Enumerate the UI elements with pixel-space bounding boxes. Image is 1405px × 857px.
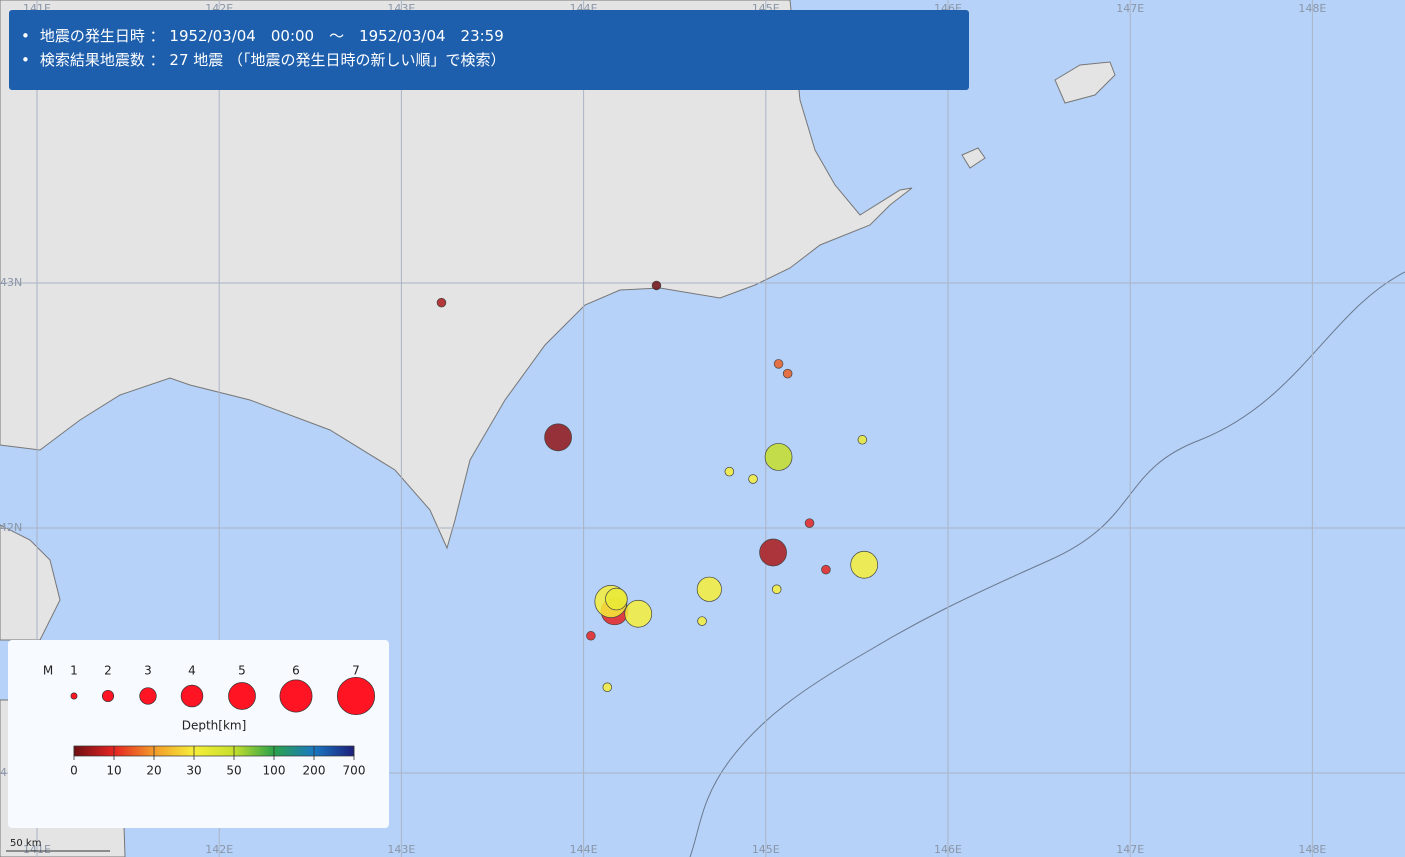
island (1054, 61, 1116, 104)
land (0, 0, 913, 550)
magnitude-label: 2 (104, 664, 112, 678)
magnitude-label: 5 (238, 664, 246, 678)
earthquake (764, 443, 793, 471)
earthquake (436, 297, 447, 308)
depth-label: 100 (263, 764, 286, 778)
earthquake (748, 474, 758, 484)
magnitude-label: 3 (144, 664, 152, 678)
lon-label: 148E (1298, 2, 1326, 15)
earthquake (696, 576, 722, 602)
land (0, 524, 61, 641)
magnitude-title: M (43, 664, 53, 678)
depth-label: 0 (70, 764, 78, 778)
depth-label: 200 (303, 764, 326, 778)
magnitude-label: 4 (188, 664, 196, 678)
trench (689, 271, 1405, 857)
earthquake (697, 616, 707, 626)
magnitude-label: 6 (292, 664, 300, 678)
magnitude-symbol (279, 679, 313, 713)
lon-label: 146E (934, 843, 962, 856)
lon-label: 145E (752, 843, 780, 856)
legend: M 1 2 3 4 5 6 7 Depth[km] 0 10 20 30 50 100 200 700 (8, 640, 389, 828)
legend-background (8, 640, 389, 828)
magnitude-symbol (336, 676, 376, 716)
earthquake (850, 550, 879, 579)
earthquake (821, 564, 831, 575)
magnitude-label: 7 (352, 664, 360, 678)
earthquake (544, 423, 572, 452)
earthquake (651, 280, 662, 291)
magnitude-symbol (228, 682, 256, 710)
info-line: 検索結果地震数 ： 27 地震 （「地震の発生日時の新しい順」で検索） (21, 48, 957, 72)
info-line: 地震の発生日時 ： 1952/03/04 00:00 ～ 1952/03/04 … (21, 24, 957, 48)
earthquake (804, 518, 815, 528)
earthquake (771, 584, 782, 594)
depth-colorbar (73, 745, 355, 757)
magnitude-symbol (139, 687, 157, 705)
earthquake (602, 682, 613, 692)
earthquake (624, 599, 653, 628)
depth-label: 700 (343, 764, 366, 778)
magnitude-symbol (180, 684, 204, 708)
lon-label: 141E (23, 843, 51, 856)
earthquake (773, 359, 784, 369)
earthquake (782, 368, 793, 379)
earthquake (724, 466, 735, 477)
lat-label: 42N (0, 521, 22, 534)
lon-label: 148E (1298, 843, 1326, 856)
depth-label: 10 (106, 764, 121, 778)
earthquake (759, 538, 787, 567)
earthquake (857, 435, 868, 445)
depth-title: Depth[km] (182, 719, 247, 733)
depth-label: 30 (186, 764, 201, 778)
lon-label: 143E (387, 843, 415, 856)
lon-label: 147E (1116, 2, 1144, 15)
earthquake (586, 631, 596, 641)
depth-label: 50 (226, 764, 241, 778)
lat-label: 43N (0, 276, 22, 289)
magnitude-label: 1 (70, 664, 78, 678)
island (961, 147, 986, 169)
info-panel: 地震の発生日時 ： 1952/03/04 00:00 ～ 1952/03/04 … (9, 10, 969, 90)
earthquake (605, 587, 628, 611)
magnitude-symbol (101, 689, 115, 703)
scale-label: 50 km (10, 838, 41, 849)
lon-label: 142E (205, 843, 233, 856)
lon-label: 144E (570, 843, 598, 856)
lon-label: 147E (1116, 843, 1144, 856)
depth-label: 20 (146, 764, 161, 778)
magnitude-symbol (70, 692, 78, 700)
